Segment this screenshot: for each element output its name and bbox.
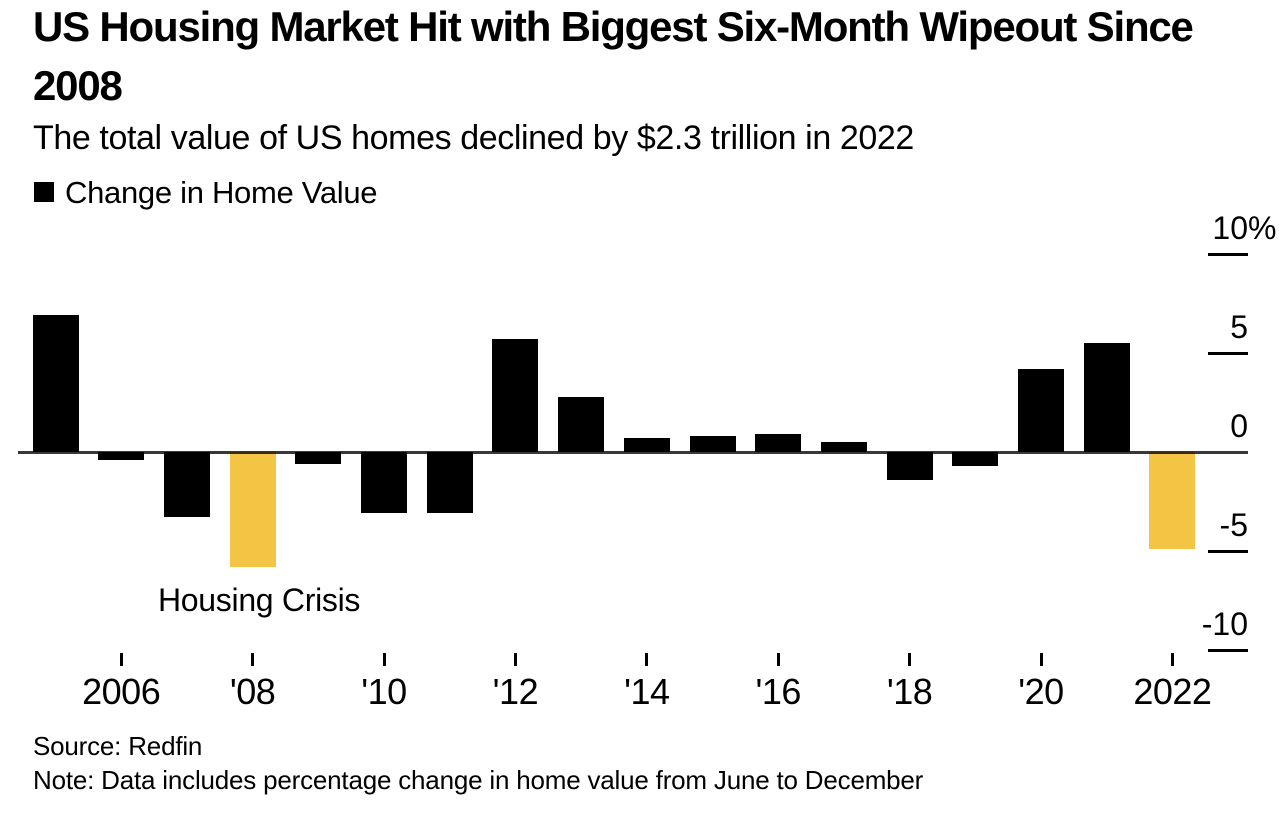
x-axis-label-2008: '08: [229, 671, 276, 712]
bar-2016: [755, 434, 802, 452]
x-axis-label-2020: '20: [1018, 671, 1064, 712]
x-tick-2018: [908, 653, 912, 666]
chart-title-line1: US Housing Market Hit with Biggest Six-M…: [33, 3, 1194, 50]
x-tick-2014: [645, 653, 649, 666]
bar-2009: [295, 452, 342, 464]
source-text: Source: Redfin: [33, 731, 203, 761]
x-axis-label-2014: '14: [624, 671, 670, 712]
x-tick-2010: [382, 653, 386, 666]
x-axis-label-2018: '18: [886, 671, 933, 712]
y-gridline-5: [1208, 351, 1248, 355]
bar-2022: [1149, 452, 1196, 549]
bar-2015: [689, 436, 736, 452]
bar-2018: [886, 452, 933, 480]
bar-2013: [558, 396, 605, 452]
x-tick-2022: [1170, 653, 1174, 666]
x-axis-label-2016: '16: [755, 671, 801, 712]
x-tick-2008: [251, 653, 255, 666]
y-axis-label--10: -10: [1201, 606, 1248, 642]
chart-title-line2: 2008: [33, 62, 123, 109]
bar-2006: [98, 452, 145, 460]
bar-2014: [623, 438, 670, 452]
bar-2005: [32, 315, 79, 452]
chart-footer: Source: Redfin Note: Data includes perce…: [33, 729, 923, 797]
x-tick-2016: [776, 653, 780, 666]
bar-2021: [1083, 343, 1130, 452]
chart-subtitle: The total value of US homes declined by …: [33, 119, 914, 157]
x-tick-2020: [1039, 653, 1043, 666]
bar-2012: [492, 339, 539, 452]
bar-2008: [229, 452, 276, 567]
bar-2010: [361, 452, 407, 514]
bar-2020: [1018, 368, 1064, 452]
x-axis-label-2010: '10: [361, 671, 407, 712]
bar-2017: [820, 442, 867, 452]
y-axis-unit: %: [1248, 210, 1277, 246]
bar-2007: [163, 452, 210, 518]
y-axis-label-0: 0: [1230, 408, 1248, 444]
y-gridline-10: [1208, 252, 1248, 256]
x-axis-label-2022: 2022: [1133, 671, 1212, 712]
y-gridline--10: [1208, 648, 1248, 652]
bar-2011: [426, 452, 473, 514]
note-text: Note: Data includes percentage change in…: [33, 765, 924, 795]
y-gridline--5: [1208, 549, 1248, 553]
housing-crisis-annotation: Housing Crisis: [158, 582, 361, 618]
bar-2019: [952, 452, 999, 466]
x-axis-label-2012: '12: [492, 671, 539, 712]
x-tick-2012: [513, 653, 517, 666]
y-axis-label-5: 5: [1230, 309, 1248, 345]
y-axis-label--5: -5: [1219, 507, 1248, 543]
x-axis-label-2006: 2006: [82, 671, 161, 712]
y-axis-label-10: 10%: [1212, 210, 1277, 246]
legend-swatch-icon: [34, 182, 54, 202]
legend-label: Change in Home Value: [65, 175, 378, 210]
zero-axis-line: [18, 451, 1248, 454]
x-tick-2006: [119, 653, 123, 666]
